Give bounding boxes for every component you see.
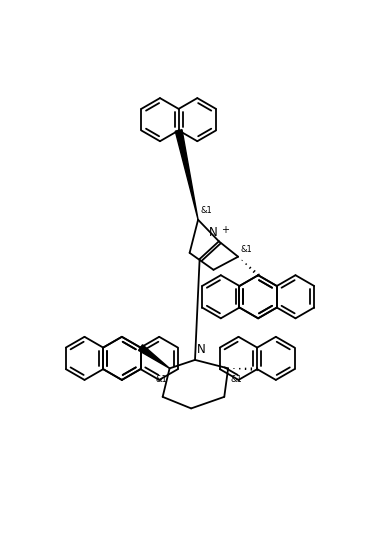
- Text: &1: &1: [230, 374, 242, 384]
- Text: +: +: [221, 225, 229, 235]
- Text: &1: &1: [201, 206, 212, 215]
- Polygon shape: [139, 345, 170, 368]
- Polygon shape: [175, 130, 198, 220]
- Text: &1: &1: [155, 374, 167, 384]
- Text: &1: &1: [240, 244, 252, 254]
- Text: N: N: [209, 226, 217, 239]
- Text: N: N: [197, 343, 205, 356]
